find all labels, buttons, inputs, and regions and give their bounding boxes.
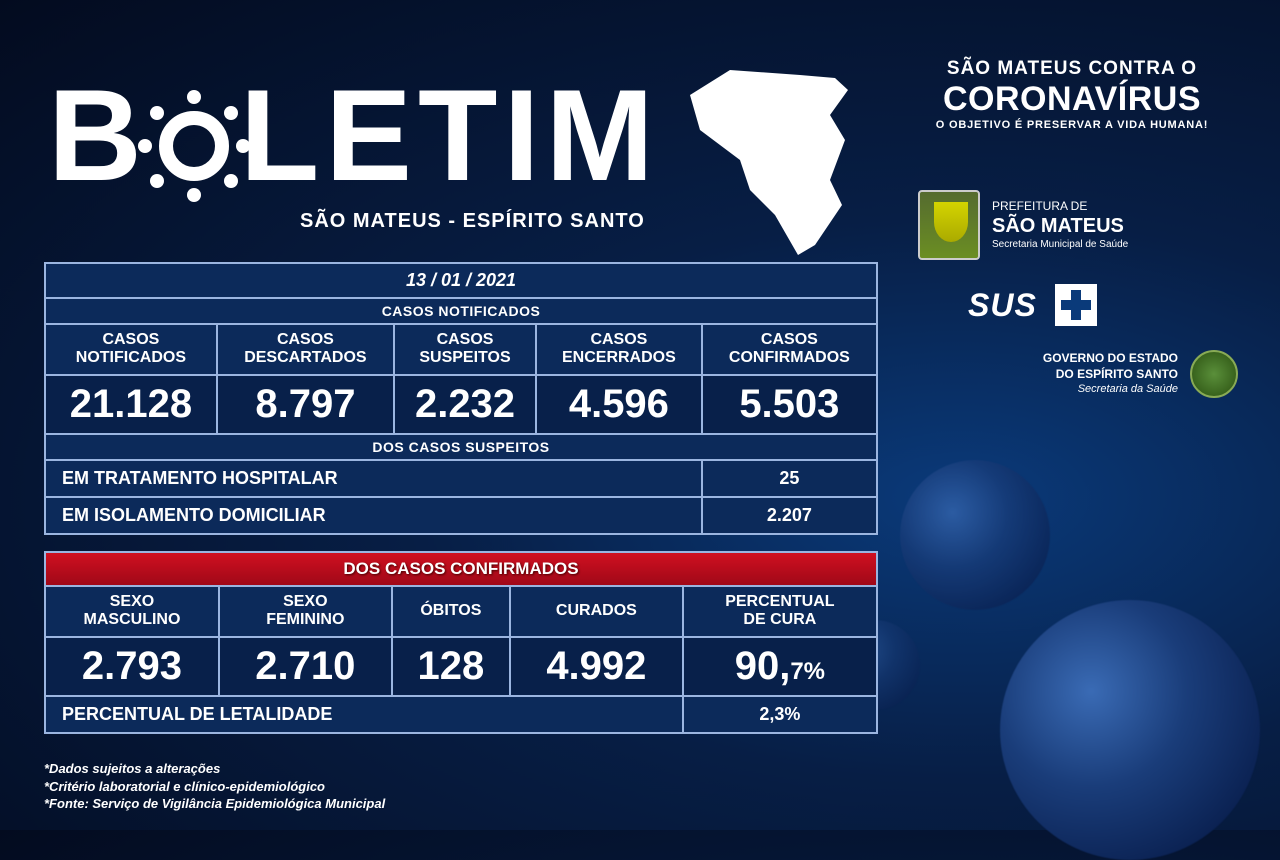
col-hdr-4: CASOSCONFIRMADOS <box>702 324 877 375</box>
note-3: *Fonte: Serviço de Vigilância Epidemioló… <box>44 795 385 813</box>
campaign-line2: CORONAVÍRUS <box>902 80 1242 119</box>
conf-hdr-3: CURADOS <box>510 586 683 637</box>
notificados-table: 13 / 01 / 2021 CASOS NOTIFICADOS CASOSNO… <box>44 262 878 535</box>
val-curados: 4.992 <box>510 637 683 696</box>
note-1: *Dados sujeitos a alterações <box>44 760 385 778</box>
governo-seal-icon <box>1190 350 1238 398</box>
suspeitos-isol-label: EM ISOLAMENTO DOMICILIAR <box>45 497 702 534</box>
conf-hdr-2: ÓBITOS <box>392 586 510 637</box>
notes-block: *Dados sujeitos a alterações *Critério l… <box>44 760 385 813</box>
governo-l3: Secretaria da Saúde <box>1043 382 1178 396</box>
logos-block: PREFEITURA DE SÃO MATEUS Secretaria Muni… <box>918 190 1238 422</box>
suspeitos-section-title: DOS CASOS SUSPEITOS <box>45 434 877 460</box>
confirmados-section-title: DOS CASOS CONFIRMADOS <box>45 552 877 586</box>
date-cell: 13 / 01 / 2021 <box>45 263 877 298</box>
campaign-block: SÃO MATEUS CONTRA O CORONAVÍRUS O OBJETI… <box>902 58 1242 131</box>
boletim-subtitle: SÃO MATEUS - ESPÍRITO SANTO <box>300 210 645 233</box>
conf-hdr-0: SEXOMASCULINO <box>45 586 219 637</box>
sus-cross-icon <box>1055 284 1097 326</box>
conf-hdr-4: PERCENTUALDE CURA <box>683 586 877 637</box>
confirmados-table: DOS CASOS CONFIRMADOS SEXOMASCULINO SEXO… <box>44 551 878 734</box>
suspeitos-isol-value: 2.207 <box>702 497 877 534</box>
col-hdr-2: CASOSSUSPEITOS <box>394 324 536 375</box>
governo-l2: DO ESPÍRITO SANTO <box>1043 367 1178 383</box>
letalidade-value: 2,3% <box>683 696 877 733</box>
prefeitura-l2: SÃO MATEUS <box>992 214 1128 239</box>
conf-hdr-1: SEXOFEMININO <box>219 586 392 637</box>
notificados-section-title: CASOS NOTIFICADOS <box>45 298 877 324</box>
val-encerrados: 4.596 <box>536 375 702 434</box>
val-notificados: 21.128 <box>45 375 217 434</box>
prefeitura-l1: PREFEITURA DE <box>992 199 1128 214</box>
col-hdr-3: CASOSENCERRADOS <box>536 324 702 375</box>
map-icon <box>680 60 870 260</box>
val-descartados: 8.797 <box>217 375 394 434</box>
note-2: *Critério laboratorial e clínico-epidemi… <box>44 778 385 796</box>
prefeitura-l3: Secretaria Municipal de Saúde <box>992 239 1128 252</box>
suspeitos-hosp-value: 25 <box>702 460 877 497</box>
virus-o-icon <box>144 96 244 196</box>
boletim-title: B LETIM <box>48 70 660 200</box>
content-block: 13 / 01 / 2021 CASOS NOTIFICADOS CASOSNO… <box>44 262 878 734</box>
val-suspeitos: 2.232 <box>394 375 536 434</box>
sus-logo: SUS <box>968 287 1037 324</box>
val-obitos: 128 <box>392 637 510 696</box>
suspeitos-hosp-label: EM TRATAMENTO HOSPITALAR <box>45 460 702 497</box>
col-hdr-1: CASOSDESCARTADOS <box>217 324 394 375</box>
campaign-line3: O OBJETIVO É PRESERVAR A VIDA HUMANA! <box>902 119 1242 131</box>
val-pct-cura: 90,7% <box>683 637 877 696</box>
prefeitura-seal-icon <box>918 190 980 260</box>
val-masc: 2.793 <box>45 637 219 696</box>
val-fem: 2.710 <box>219 637 392 696</box>
col-hdr-0: CASOSNOTIFICADOS <box>45 324 217 375</box>
letalidade-label: PERCENTUAL DE LETALIDADE <box>45 696 683 733</box>
governo-l1: GOVERNO DO ESTADO <box>1043 351 1178 367</box>
campaign-line1: SÃO MATEUS CONTRA O <box>902 58 1242 80</box>
val-confirmados: 5.503 <box>702 375 877 434</box>
